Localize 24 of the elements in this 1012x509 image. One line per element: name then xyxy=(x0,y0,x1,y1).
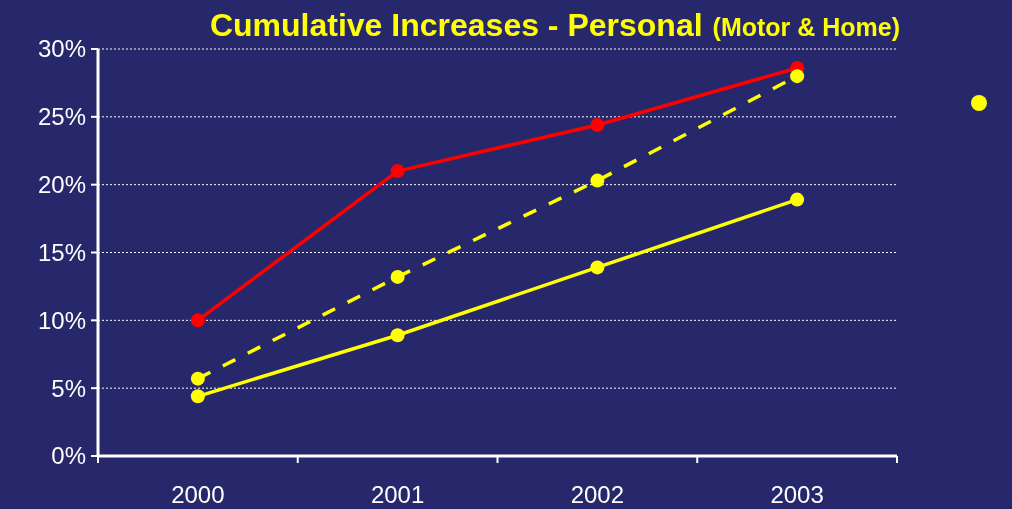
y-tick-label: 20% xyxy=(37,171,86,199)
y-tick-label: 30% xyxy=(37,35,86,63)
point xyxy=(590,173,605,188)
point xyxy=(190,371,205,386)
y-tick-label: 10% xyxy=(37,306,86,334)
point xyxy=(390,269,405,284)
x-tick-label: 2000 xyxy=(171,481,225,508)
point xyxy=(790,192,805,207)
x-tick-label: 2003 xyxy=(770,481,824,508)
point xyxy=(590,117,605,132)
x-tick-label: 2002 xyxy=(570,481,625,508)
point xyxy=(190,313,205,328)
point xyxy=(390,164,405,179)
point xyxy=(790,69,805,84)
x-tick-label: 2001 xyxy=(370,481,425,508)
y-tick-label: 5% xyxy=(51,374,86,402)
chart-title: Cumulative Increases - Personal xyxy=(209,7,703,43)
point xyxy=(190,389,205,404)
y-tick-label: 25% xyxy=(37,103,86,131)
chart-subtitle: (Motor & Home) xyxy=(712,13,901,41)
y-tick-label: 15% xyxy=(37,238,86,266)
point xyxy=(390,328,405,343)
point xyxy=(590,260,605,275)
y-tick-label: 0% xyxy=(51,442,86,470)
